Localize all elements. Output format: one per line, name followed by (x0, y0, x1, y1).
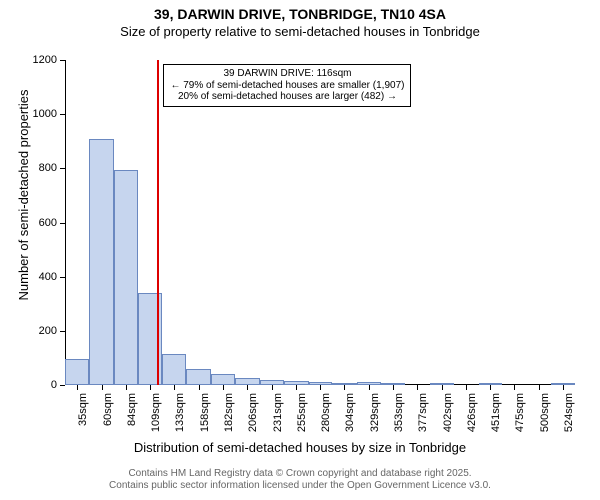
x-tick-mark (417, 385, 418, 390)
x-tick-label: 35sqm (77, 393, 89, 443)
histogram-bar (114, 170, 138, 385)
x-tick-mark (563, 385, 564, 390)
y-tick-label: 400 (0, 271, 57, 283)
y-tick-mark (60, 168, 65, 169)
annotation-line: 20% of semi-detached houses are larger (… (170, 91, 404, 103)
x-tick-label: 451sqm (490, 393, 502, 443)
histogram-bar (235, 378, 260, 385)
annotation-line: 39 DARWIN DRIVE: 116sqm (170, 68, 404, 80)
x-tick-label: 377sqm (417, 393, 429, 443)
y-tick-label: 800 (0, 162, 57, 174)
y-tick-mark (60, 114, 65, 115)
x-tick-mark (514, 385, 515, 390)
x-tick-label: 206sqm (247, 393, 259, 443)
annotation-line: ← 79% of semi-detached houses are smalle… (170, 80, 404, 92)
histogram-bar (211, 374, 235, 385)
y-tick-label: 600 (0, 217, 57, 229)
y-tick-label: 200 (0, 325, 57, 337)
reference-vline (157, 60, 159, 385)
x-tick-mark (539, 385, 540, 390)
histogram-bar (65, 359, 89, 385)
x-tick-label: 475sqm (514, 393, 526, 443)
x-tick-mark (442, 385, 443, 390)
y-axis-line (65, 60, 66, 385)
x-tick-label: 158sqm (199, 393, 211, 443)
x-tick-label: 353sqm (393, 393, 405, 443)
y-tick-label: 1200 (0, 54, 57, 66)
x-tick-mark (393, 385, 394, 390)
x-tick-label: 60sqm (102, 393, 114, 443)
x-tick-mark (344, 385, 345, 390)
x-tick-label: 426sqm (466, 393, 478, 443)
footer-line: Contains public sector information licen… (0, 480, 600, 492)
x-tick-mark (174, 385, 175, 390)
x-tick-label: 500sqm (539, 393, 551, 443)
chart-subtitle: Size of property relative to semi-detach… (0, 24, 600, 39)
y-tick-label: 1000 (0, 108, 57, 120)
x-tick-label: 231sqm (272, 393, 284, 443)
x-tick-label: 133sqm (174, 393, 186, 443)
x-tick-mark (223, 385, 224, 390)
y-tick-mark (60, 60, 65, 61)
x-tick-mark (199, 385, 200, 390)
x-tick-mark (126, 385, 127, 390)
histogram-bar (89, 139, 114, 385)
x-tick-mark (369, 385, 370, 390)
histogram-bar (186, 369, 211, 385)
y-tick-mark (60, 385, 65, 386)
chart-root: 39, DARWIN DRIVE, TONBRIDGE, TN10 4SA Si… (0, 0, 600, 500)
x-tick-label: 524sqm (563, 393, 575, 443)
x-tick-mark (77, 385, 78, 390)
x-tick-label: 402sqm (442, 393, 454, 443)
x-tick-label: 280sqm (320, 393, 332, 443)
x-tick-mark (320, 385, 321, 390)
x-tick-label: 255sqm (296, 393, 308, 443)
y-tick-mark (60, 277, 65, 278)
x-tick-mark (150, 385, 151, 390)
x-tick-mark (296, 385, 297, 390)
y-tick-mark (60, 331, 65, 332)
x-tick-mark (102, 385, 103, 390)
annotation-box: 39 DARWIN DRIVE: 116sqm ← 79% of semi-de… (163, 64, 411, 107)
x-tick-label: 109sqm (150, 393, 162, 443)
x-tick-mark (247, 385, 248, 390)
x-tick-label: 84sqm (126, 393, 138, 443)
chart-title: 39, DARWIN DRIVE, TONBRIDGE, TN10 4SA (0, 6, 600, 22)
histogram-bar (162, 354, 186, 385)
x-tick-label: 182sqm (223, 393, 235, 443)
x-tick-mark (490, 385, 491, 390)
footer-line: Contains HM Land Registry data © Crown c… (0, 468, 600, 480)
y-axis-label: Number of semi-detached properties (16, 50, 31, 340)
y-tick-label: 0 (0, 379, 57, 391)
y-tick-mark (60, 223, 65, 224)
x-tick-label: 304sqm (344, 393, 356, 443)
x-tick-mark (272, 385, 273, 390)
x-tick-label: 329sqm (369, 393, 381, 443)
x-tick-mark (466, 385, 467, 390)
plot-area (65, 60, 575, 385)
attribution-footer: Contains HM Land Registry data © Crown c… (0, 468, 600, 492)
